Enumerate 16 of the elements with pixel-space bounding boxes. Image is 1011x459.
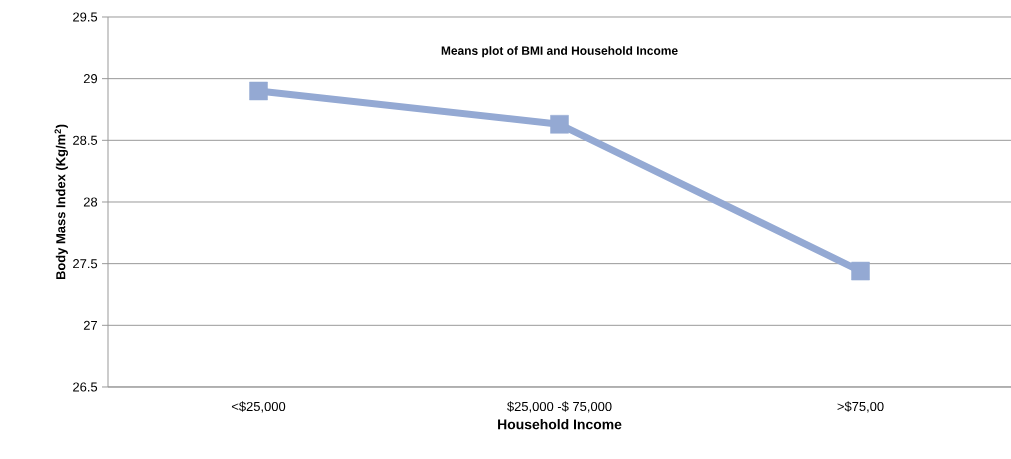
x-axis-title: Household Income xyxy=(498,419,622,430)
x-tick-label: $25,000 -$ 75,000 xyxy=(507,401,612,413)
y-tick-label: 27 xyxy=(83,320,97,330)
point xyxy=(851,261,870,281)
text: Means plot of BMI and Household Income xyxy=(441,46,678,58)
point xyxy=(550,115,569,134)
x-tick-label: <$25,000 xyxy=(231,401,286,413)
point xyxy=(249,81,268,101)
y-axis-title: Body Mass Index (Kg/m$^{2}$) xyxy=(54,124,68,280)
y-tick-label: 29 xyxy=(83,74,98,84)
y-tick-label: 27.5 xyxy=(73,259,98,269)
x-tick-label: >$75,00 xyxy=(837,401,884,413)
y-tick-label: 26.5 xyxy=(73,382,98,392)
y-tick-label: 28 xyxy=(83,197,98,207)
y-tick-label: 28.5 xyxy=(73,135,98,145)
y-tick-label: 29.5 xyxy=(73,12,98,22)
